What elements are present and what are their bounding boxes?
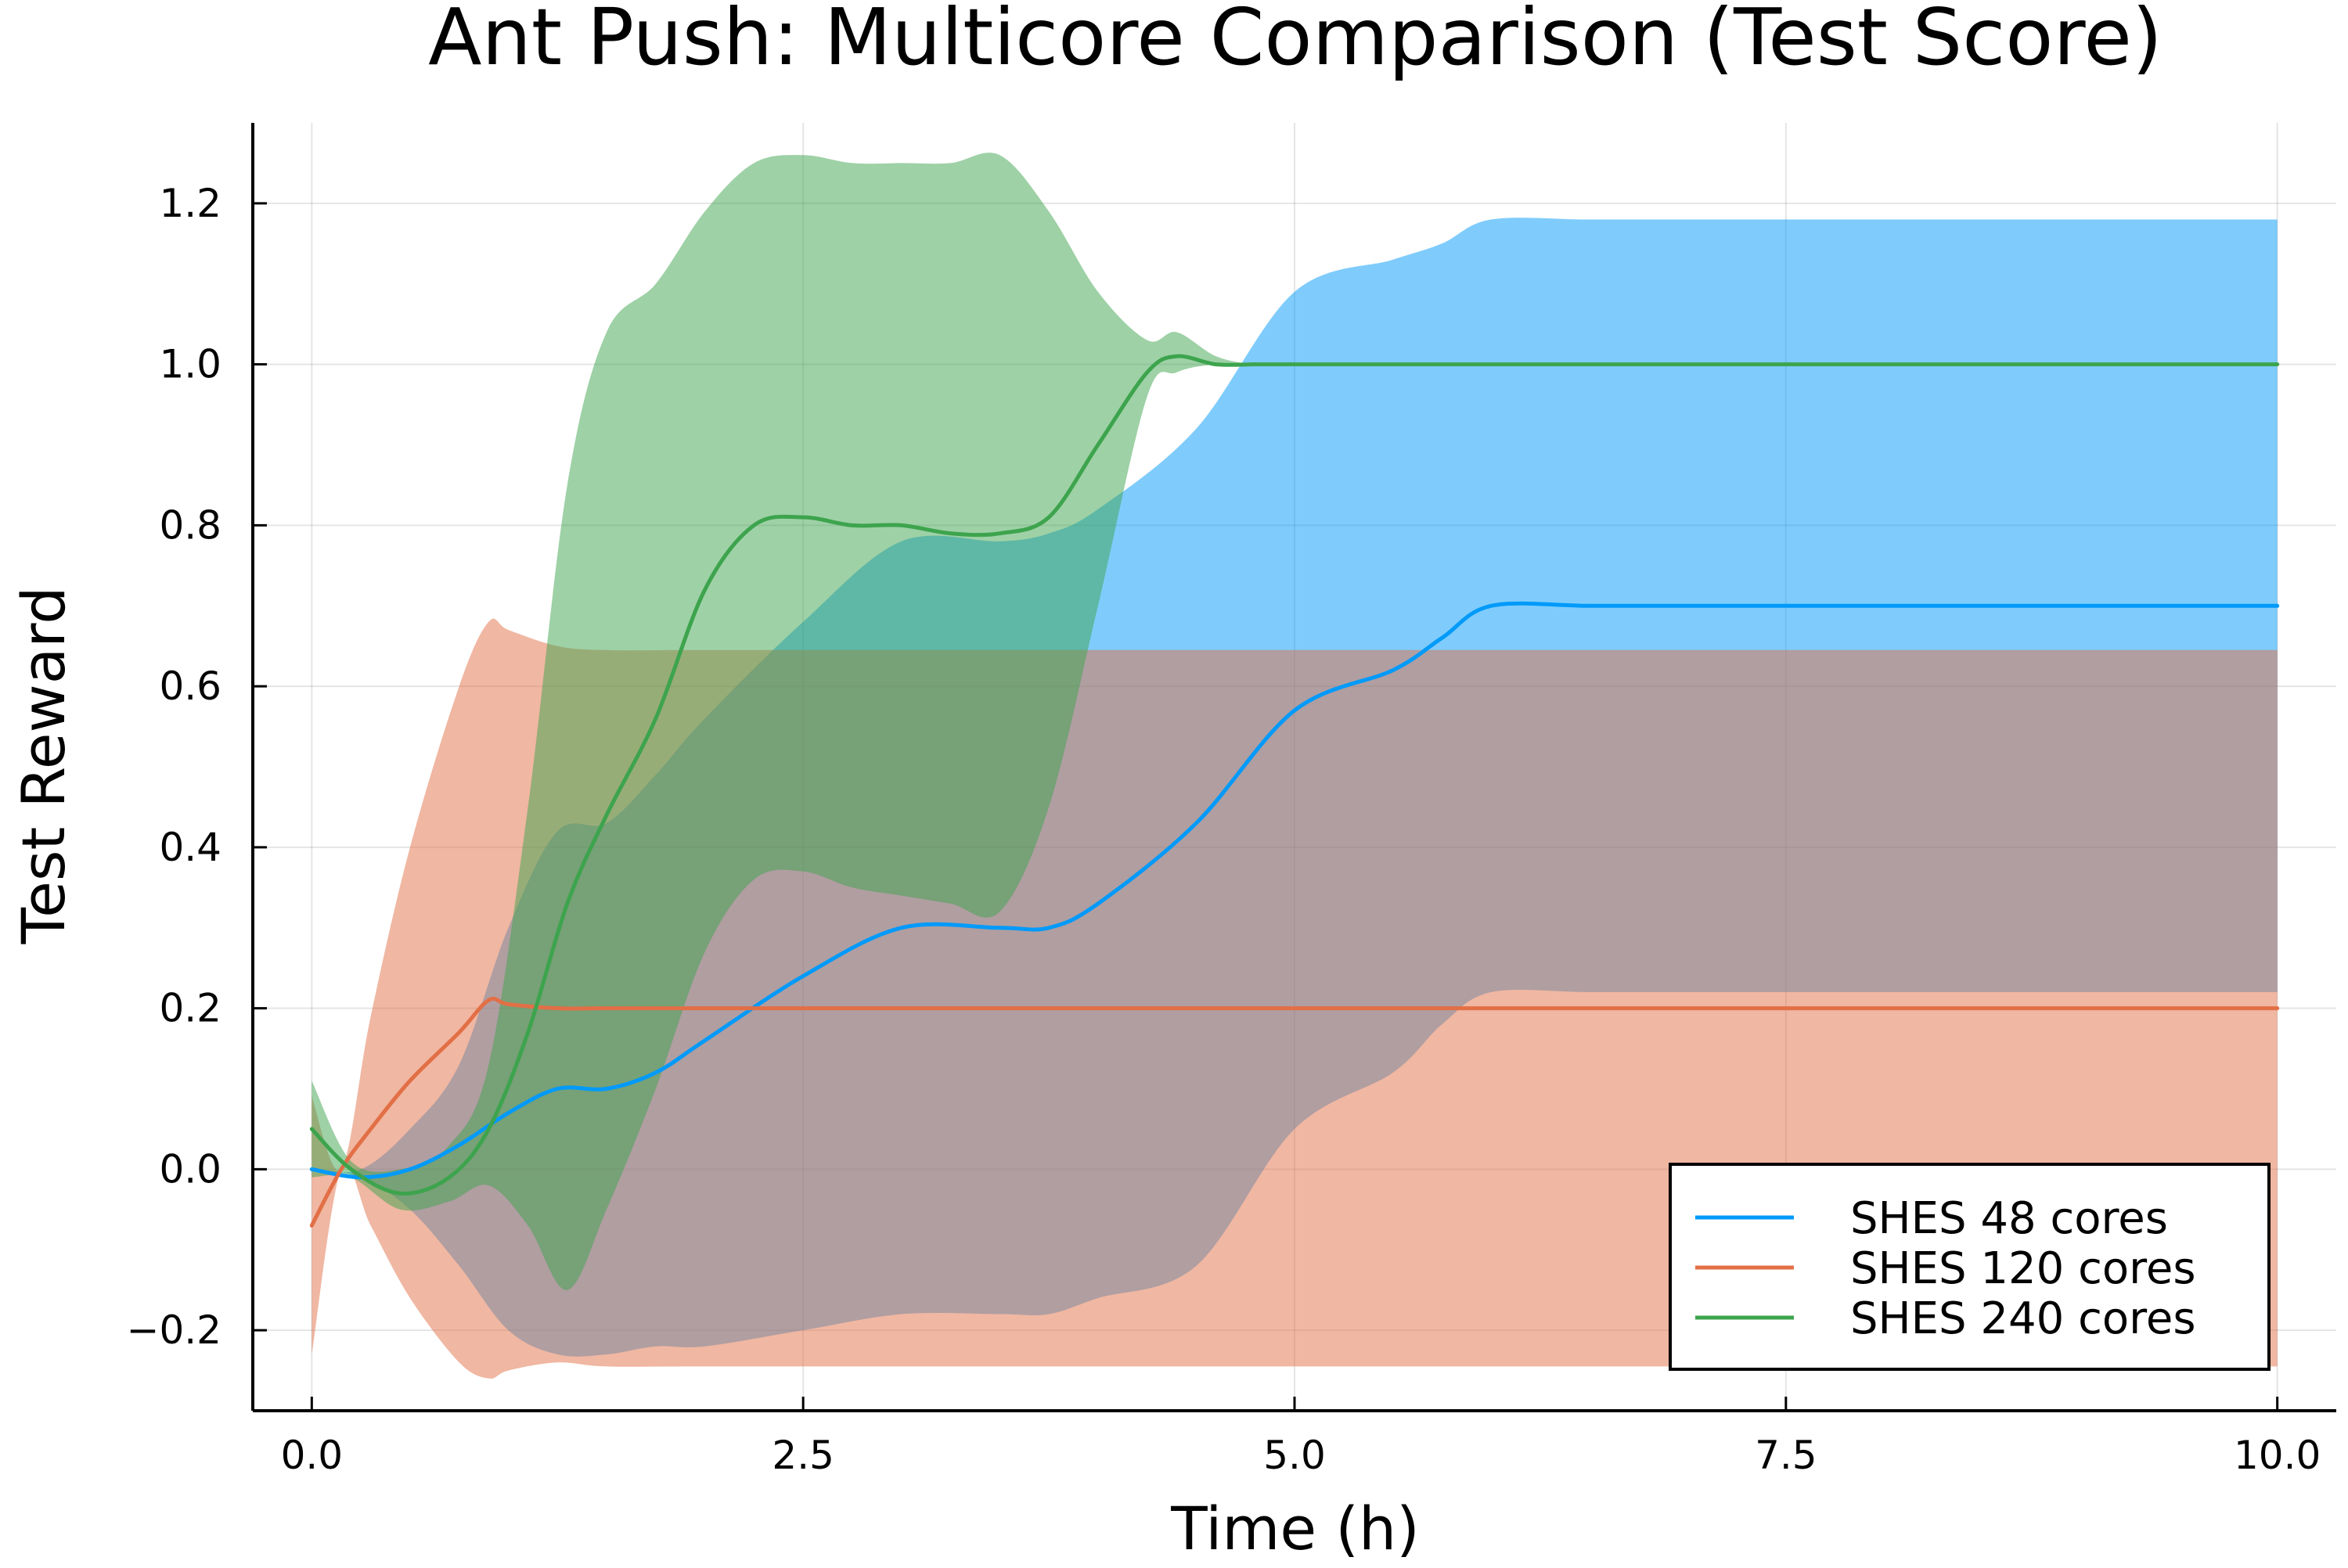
y-tick-label: 1.0 [159,342,221,387]
legend-label-series-1: SHES 48 cores [1850,1193,2168,1244]
y-axis-label: Test Reward [9,587,78,945]
x-tick-label: 10.0 [2234,1433,2321,1478]
mean-lines [309,354,2280,1228]
mean-line-series-1 [309,601,2280,1180]
chart-title: Ant Push: Multicore Comparison (Test Sco… [428,0,2163,83]
mean-line-series-2 [309,996,2280,1228]
legend-label-series-2: SHES 120 cores [1850,1243,2196,1294]
y-tick-label: 0.8 [159,502,221,548]
x-tick-label: 7.5 [1755,1433,1817,1478]
y-tick-label: 0.2 [159,986,221,1031]
y-tick-label: 0.4 [159,825,221,870]
y-tick-label: 0.0 [159,1146,221,1192]
y-tick-label: −0.2 [127,1307,221,1353]
confidence-band-series-3 [312,153,2278,1290]
x-tick-label: 0.0 [281,1433,344,1478]
x-axis-label: Time (h) [1170,1494,1420,1563]
x-tick-label: 2.5 [772,1433,834,1478]
legend-label-series-3: SHES 240 cores [1850,1293,2196,1344]
mean-line-series-3 [309,354,2280,1196]
axes: 0.0 2.5 5.0 7.5 10.0 −0.2 0.0 0.2 0.4 0.6 0.8 1.0 1.… [127,123,2336,1478]
y-tick-label: 0.6 [159,664,221,709]
y-tick-label: 1.2 [159,181,221,226]
x-tick-label: 5.0 [1263,1433,1326,1478]
